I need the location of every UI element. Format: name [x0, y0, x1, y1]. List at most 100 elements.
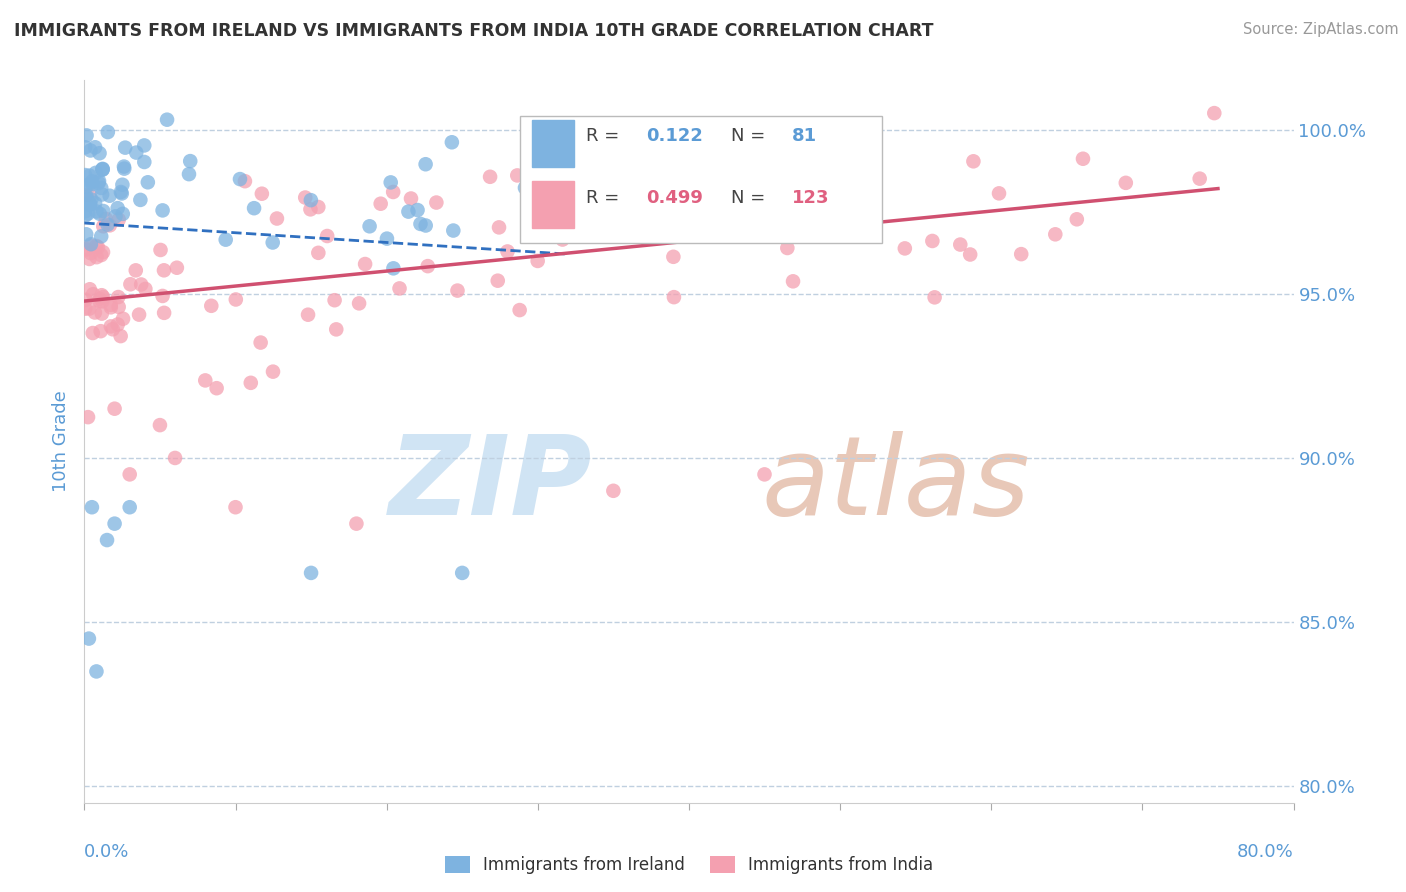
Point — [89, 292, 111, 306]
Point — [91, 245, 114, 260]
Point — [90, 229, 112, 244]
Point — [75, 140, 97, 154]
Point — [100, 319, 122, 334]
Point — [91, 294, 114, 309]
Point — [239, 376, 262, 390]
Point — [205, 381, 228, 395]
Point — [496, 244, 519, 259]
Point — [75, 227, 97, 242]
Point — [924, 290, 946, 304]
Point — [409, 217, 432, 231]
Point — [80, 246, 103, 260]
Point — [75, 188, 97, 202]
Point — [152, 203, 174, 218]
Point — [734, 167, 756, 181]
Text: IMMIGRANTS FROM IRELAND VS IMMIGRANTS FROM INDIA 10TH GRADE CORRELATION CHART: IMMIGRANTS FROM IRELAND VS IMMIGRANTS FR… — [14, 22, 934, 40]
Point — [243, 201, 266, 215]
Point — [396, 204, 419, 219]
Text: 81: 81 — [792, 128, 817, 145]
Point — [370, 196, 392, 211]
Point — [87, 240, 110, 254]
Y-axis label: 10th Grade: 10th Grade — [52, 391, 70, 492]
Point — [1204, 106, 1226, 120]
Point — [97, 125, 120, 139]
Text: N =: N = — [731, 189, 772, 207]
Point — [82, 174, 104, 188]
Point — [79, 252, 101, 266]
Point — [107, 212, 129, 227]
Point — [118, 467, 141, 482]
Point — [79, 144, 101, 158]
Point — [988, 186, 1011, 201]
Point — [90, 248, 112, 262]
Point — [440, 135, 463, 149]
Point — [91, 161, 114, 176]
Point — [551, 233, 574, 247]
Text: Source: ZipAtlas.com: Source: ZipAtlas.com — [1243, 22, 1399, 37]
Legend: Immigrants from Ireland, Immigrants from India: Immigrants from Ireland, Immigrants from… — [444, 855, 934, 874]
Point — [717, 222, 740, 236]
Point — [91, 219, 114, 234]
Point — [110, 329, 132, 343]
Point — [229, 172, 252, 186]
Point — [84, 196, 107, 211]
Point — [153, 263, 176, 277]
Point — [165, 450, 187, 465]
Point — [962, 154, 984, 169]
Point — [323, 293, 346, 308]
Point — [380, 175, 402, 189]
Point — [80, 237, 103, 252]
Point — [346, 516, 368, 531]
Point — [354, 257, 377, 271]
Point — [416, 259, 439, 273]
Point — [741, 194, 763, 209]
Point — [299, 193, 322, 207]
Text: 0.122: 0.122 — [647, 128, 703, 145]
Point — [415, 219, 437, 233]
Point — [399, 192, 422, 206]
Point — [120, 277, 142, 292]
Text: 0.499: 0.499 — [647, 189, 703, 207]
Point — [297, 308, 319, 322]
Point — [96, 533, 118, 547]
Point — [325, 322, 347, 336]
Point — [266, 211, 288, 226]
Point — [1045, 227, 1067, 242]
Point — [75, 293, 97, 307]
Point — [75, 180, 97, 194]
Point — [250, 186, 273, 201]
Point — [153, 306, 176, 320]
Point — [98, 188, 121, 202]
Point — [111, 207, 134, 221]
Point — [949, 237, 972, 252]
Point — [129, 193, 152, 207]
Point — [76, 190, 98, 204]
Point — [90, 307, 112, 321]
Point — [718, 145, 741, 159]
Point — [1188, 171, 1211, 186]
Point — [91, 204, 114, 219]
Point — [100, 298, 122, 312]
Point — [87, 174, 110, 188]
Point — [98, 219, 121, 233]
Point — [509, 303, 531, 318]
Point — [125, 263, 148, 277]
Point — [94, 211, 117, 226]
Point — [134, 138, 156, 153]
Point — [415, 157, 437, 171]
Text: 80.0%: 80.0% — [1237, 843, 1294, 861]
Point — [79, 188, 101, 202]
Point — [249, 335, 271, 350]
Point — [86, 665, 108, 679]
FancyBboxPatch shape — [531, 181, 574, 228]
Point — [101, 322, 124, 336]
Point — [111, 178, 134, 192]
Point — [375, 232, 398, 246]
Point — [91, 187, 114, 202]
Point — [80, 500, 103, 515]
Point — [225, 293, 247, 307]
Point — [662, 250, 685, 264]
Point — [76, 192, 98, 206]
Point — [79, 197, 101, 211]
Point — [506, 169, 529, 183]
